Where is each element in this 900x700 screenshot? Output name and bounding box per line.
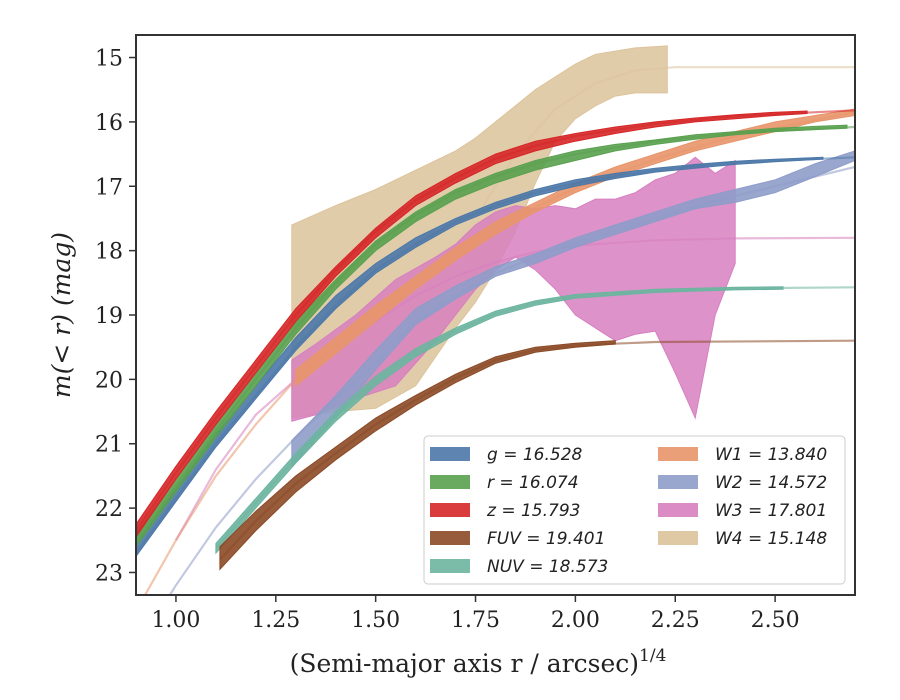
legend-label-g: g = 16.528 <box>487 445 583 465</box>
model-line-nuv <box>215 286 855 549</box>
y-axis-ticks: 15 16 17 18 19 20 21 22 23 <box>95 47 136 586</box>
band-nuv <box>215 286 784 555</box>
legend-swatch-g <box>430 447 470 461</box>
legend-label-nuv: NUV = 18.573 <box>487 557 608 577</box>
model-line-w2 <box>168 165 855 595</box>
model-line-z <box>136 109 855 532</box>
y-axis-label: m(< r) (mag) <box>47 232 76 398</box>
x-axis-label-exponent: 1/4 <box>639 646 666 666</box>
legend-label-w2: W2 = 14.572 <box>715 473 827 493</box>
model-line-g <box>136 156 855 554</box>
legend-label-w3: W3 = 17.801 <box>715 501 827 521</box>
y-tick-label: 16 <box>95 111 123 136</box>
legend-label-z: z = 15.793 <box>486 501 580 521</box>
legend-label-w1: W1 = 13.840 <box>715 445 827 465</box>
legend-swatch-nuv <box>430 559 470 573</box>
x-tick-label: 1.00 <box>151 608 200 633</box>
plot-area <box>136 45 855 595</box>
model-line-w3 <box>174 236 855 541</box>
y-tick-label: 19 <box>95 304 123 329</box>
x-tick-label: 1.25 <box>251 608 300 633</box>
band-w2 <box>291 150 855 468</box>
x-tick-label: 2.00 <box>551 608 600 633</box>
y-tick-label: 22 <box>95 497 123 522</box>
legend-swatch-r <box>430 475 470 489</box>
legend-swatch-w2 <box>658 475 698 489</box>
y-tick-label: 21 <box>95 433 123 458</box>
model-line-r <box>136 125 855 541</box>
y-tick-label: 20 <box>95 368 123 393</box>
legend-swatch-z <box>430 503 470 517</box>
x-axis-label: (Semi-major axis r / arcsec)1/4 <box>290 646 667 678</box>
x-axis-ticks: 1.00 1.25 1.50 1.75 2.00 2.25 2.50 <box>151 595 800 633</box>
legend-label-w4: W4 = 15.148 <box>715 529 827 549</box>
band-w1 <box>295 108 855 387</box>
legend: g = 16.528 r = 16.074 z = 15.793 FUV = 19.4… <box>423 435 846 585</box>
model-line-fuv <box>219 339 855 561</box>
legend-swatch-fuv <box>430 531 470 545</box>
legend-swatch-w3 <box>658 503 698 517</box>
legend-label-fuv: FUV = 19.401 <box>487 529 605 549</box>
legend-box <box>423 435 846 585</box>
y-tick-label: 18 <box>95 240 123 265</box>
y-tick-label: 23 <box>95 561 123 586</box>
x-tick-label: 1.50 <box>351 608 400 633</box>
x-tick-label: 2.50 <box>751 608 800 633</box>
legend-label-r: r = 16.074 <box>487 473 579 493</box>
x-tick-label: 1.75 <box>451 608 500 633</box>
model-line-w1 <box>143 111 855 595</box>
y-tick-label: 17 <box>95 175 123 200</box>
legend-swatch-w1 <box>658 447 698 461</box>
x-tick-label: 2.25 <box>651 608 700 633</box>
legend-swatch-w4 <box>658 531 698 545</box>
y-tick-label: 15 <box>95 47 123 72</box>
